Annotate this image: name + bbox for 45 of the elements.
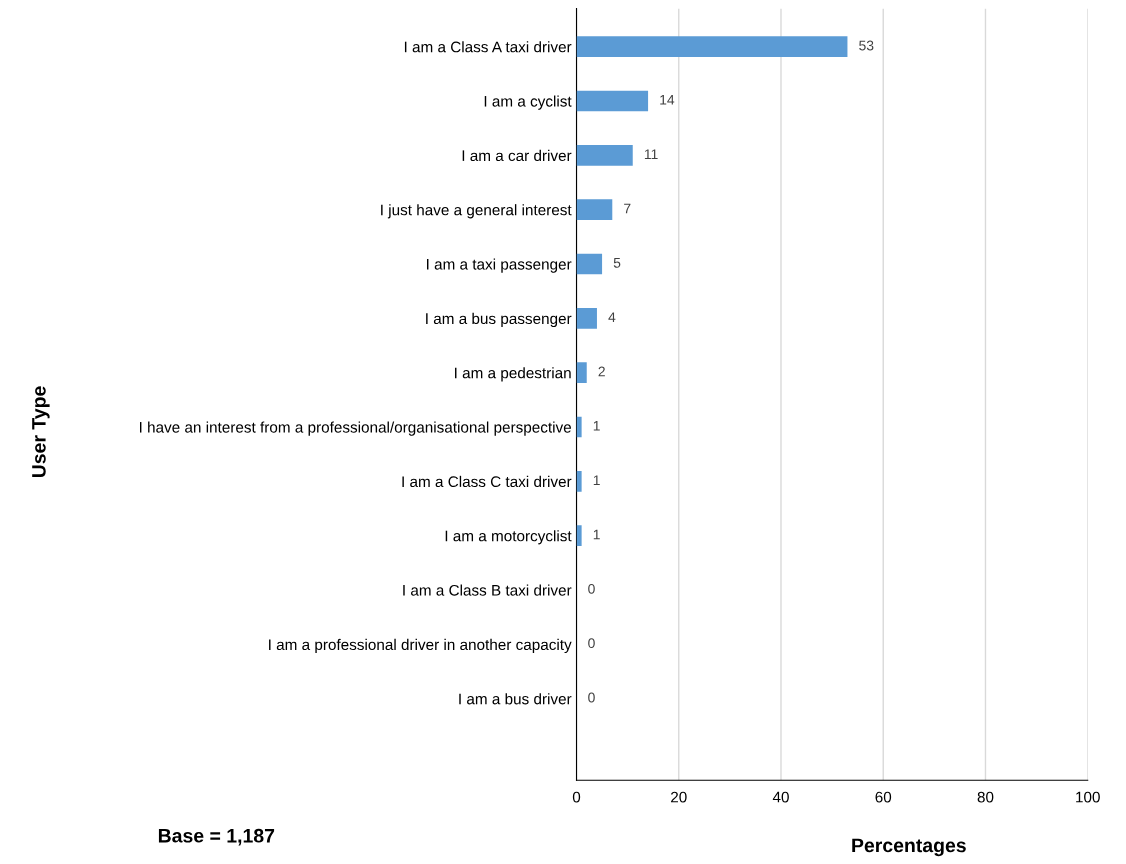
bar: [576, 416, 582, 438]
data-label: 1: [593, 421, 600, 431]
bar: [576, 525, 582, 547]
bar: [576, 362, 587, 384]
x-tick-label: 100: [1076, 791, 1100, 803]
data-label: 7: [624, 203, 631, 214]
x-tick-label: 60: [875, 791, 892, 803]
y-tick-label: I am a car driver: [462, 149, 572, 162]
x-tick-label: 0: [572, 791, 581, 803]
y-tick-label: I am a taxi passenger: [427, 258, 572, 273]
y-tick-label: I am a motorcyclist: [445, 530, 572, 545]
x-tick-label: 80: [977, 791, 994, 803]
y-tick-label: I just have a general interest: [381, 204, 572, 219]
data-label: 53: [859, 40, 874, 51]
data-label: 1: [593, 475, 600, 485]
data-label: 2: [598, 366, 605, 377]
data-label: 0: [588, 692, 595, 703]
x-tick-label: 40: [772, 791, 789, 803]
y-tick-label: I am a pedestrian: [455, 367, 571, 382]
y-tick-label: I have an interest from a professional/organisational perspective: [139, 421, 571, 436]
bar: [576, 471, 582, 492]
y-tick-label: I am a bus driver: [459, 693, 572, 705]
bar: [576, 199, 613, 220]
y-tick-label: I am a professional driver in another capacity: [269, 638, 572, 654]
x-axis-title: Percentages: [852, 838, 966, 857]
bar: [576, 145, 633, 166]
data-label: 4: [608, 312, 616, 322]
bar: [576, 90, 649, 112]
data-label: 0: [588, 638, 595, 649]
data-label: 0: [588, 583, 595, 594]
data-label: 5: [613, 258, 621, 268]
x-tick-label: 20: [671, 791, 687, 803]
text: Base = 1,187: [158, 828, 275, 846]
y-tick-label: I am a Class A taxi driver: [404, 41, 572, 53]
y-tick-label: I am a bus passenger: [426, 312, 572, 328]
y-tick-label: I am a cyclist: [484, 95, 572, 110]
y-axis-title: User Type: [32, 386, 50, 478]
y-tick-label: I am a Class B taxi driver: [403, 584, 572, 596]
bar: [576, 253, 603, 275]
data-label: 11: [644, 149, 658, 159]
bar: [576, 308, 597, 329]
y-tick-label: I am a Class C taxi driver: [402, 475, 572, 488]
data-label: 1: [593, 529, 600, 540]
data-label: 14: [660, 95, 675, 105]
bar: [576, 36, 848, 57]
